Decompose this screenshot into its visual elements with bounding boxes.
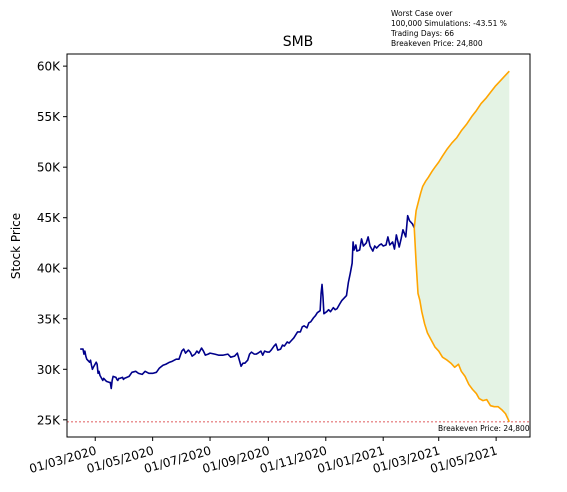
y-tick-label: 35K bbox=[37, 312, 61, 326]
y-tick-label: 30K bbox=[37, 363, 61, 377]
y-axis-label: Stock Price bbox=[9, 213, 23, 279]
breakeven-label: Breakeven Price: 24,800 bbox=[438, 424, 530, 433]
history-price-line bbox=[80, 214, 415, 390]
plot-frame bbox=[66, 53, 531, 438]
chart-title: SMB bbox=[283, 34, 314, 50]
annotation-line-4: Breakeven Price: 24,800 bbox=[391, 39, 483, 48]
annotation-line-2: 100,000 Simulations: -43.51 % bbox=[391, 19, 507, 28]
annotation-line-1: Worst Case over bbox=[391, 9, 453, 18]
y-tick-label: 40K bbox=[37, 262, 61, 276]
projection-upper-line bbox=[413, 70, 510, 228]
y-tick-label: 60K bbox=[37, 60, 61, 74]
y-tick-label: 50K bbox=[37, 161, 61, 175]
simulation-range-area bbox=[414, 71, 510, 422]
projection-lower-line bbox=[413, 227, 511, 423]
y-tick-label: 25K bbox=[37, 413, 61, 427]
y-tick-label: 45K bbox=[37, 211, 61, 225]
simulation-annotation: Worst Case over 100,000 Simulations: -43… bbox=[390, 9, 507, 48]
plot-layer bbox=[67, 70, 530, 423]
y-tick-label: 55K bbox=[37, 110, 61, 124]
y-axis: 25K 30K 35K 40K 45K 50K 55K 60K bbox=[37, 60, 67, 427]
annotation-line-3: Trading Days: 66 bbox=[390, 29, 454, 38]
